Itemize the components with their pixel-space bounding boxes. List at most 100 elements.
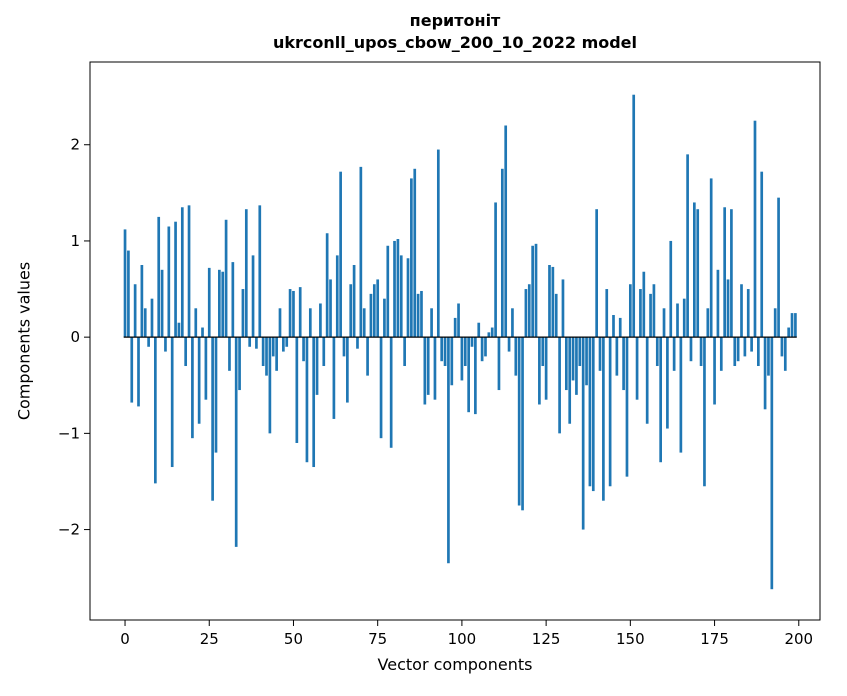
x-axis-label: Vector components xyxy=(377,655,533,674)
bar xyxy=(160,269,164,338)
bar xyxy=(787,327,791,338)
bar xyxy=(457,303,460,338)
bar xyxy=(544,337,548,400)
bar xyxy=(416,293,420,338)
bar xyxy=(366,337,369,376)
bar xyxy=(517,337,521,506)
bar xyxy=(292,290,295,338)
bar xyxy=(403,337,406,367)
bar xyxy=(605,289,609,338)
bar xyxy=(164,337,167,352)
bar xyxy=(709,178,713,338)
bar xyxy=(500,168,504,338)
bar xyxy=(453,317,457,338)
bar xyxy=(612,315,615,338)
bar xyxy=(177,322,181,338)
bar xyxy=(423,337,427,405)
bar xyxy=(211,337,214,501)
bar xyxy=(689,337,693,362)
bar xyxy=(335,255,339,338)
bar xyxy=(527,284,531,338)
bar xyxy=(470,337,474,347)
bar xyxy=(308,308,312,338)
bar xyxy=(123,229,127,338)
bar xyxy=(615,337,619,376)
bar xyxy=(399,255,403,338)
bar xyxy=(305,337,309,463)
bar xyxy=(372,284,376,338)
bar xyxy=(490,327,494,338)
bar xyxy=(433,337,437,400)
bar xyxy=(595,209,598,338)
bar xyxy=(298,287,302,338)
bar xyxy=(450,337,454,386)
bar xyxy=(197,337,201,424)
bar xyxy=(426,337,430,395)
bar xyxy=(214,337,218,453)
bar xyxy=(706,308,710,338)
bar xyxy=(686,154,689,338)
bar xyxy=(602,337,605,501)
x-tick-label: 175 xyxy=(700,630,729,648)
bar xyxy=(258,205,262,338)
bar xyxy=(757,337,760,367)
bar xyxy=(746,289,750,338)
x-tick-label: 100 xyxy=(448,630,477,648)
bar xyxy=(750,337,753,352)
bar xyxy=(406,258,410,338)
bar xyxy=(541,337,545,367)
bar xyxy=(740,284,743,338)
bar xyxy=(319,303,322,338)
bar xyxy=(255,337,258,349)
x-tick-label: 75 xyxy=(368,630,387,648)
bar xyxy=(655,337,659,367)
bar xyxy=(628,284,632,338)
bar xyxy=(679,337,683,453)
bar xyxy=(591,337,595,492)
bar xyxy=(494,202,497,338)
bar xyxy=(662,308,666,338)
bar xyxy=(507,337,511,352)
bar xyxy=(362,308,366,338)
bar xyxy=(504,125,508,338)
bar xyxy=(571,337,575,381)
bar xyxy=(733,337,737,367)
bar xyxy=(460,337,464,381)
bar xyxy=(794,313,797,338)
bar xyxy=(443,337,447,367)
bar xyxy=(140,265,144,338)
bar xyxy=(521,337,524,511)
bar xyxy=(645,337,649,424)
bar xyxy=(487,332,491,338)
bar xyxy=(497,337,501,391)
bar xyxy=(295,337,299,443)
x-tick-label: 25 xyxy=(200,630,219,648)
bar xyxy=(174,221,177,338)
bar xyxy=(180,207,184,338)
bar xyxy=(561,279,565,338)
y-tick-label: −2 xyxy=(58,521,80,539)
bar xyxy=(244,209,248,338)
bar xyxy=(699,337,703,367)
bar xyxy=(760,171,764,338)
bar xyxy=(669,240,673,338)
bar xyxy=(625,337,629,477)
bar xyxy=(554,293,558,338)
bar xyxy=(369,293,373,338)
bar xyxy=(157,216,161,338)
bar xyxy=(642,271,646,338)
axes-spines xyxy=(89,61,821,621)
bar xyxy=(649,293,652,338)
bar xyxy=(568,337,572,424)
bar xyxy=(191,337,194,439)
bar xyxy=(389,337,393,448)
bar xyxy=(218,269,221,338)
bar xyxy=(265,337,268,376)
bar xyxy=(463,337,467,367)
bar xyxy=(558,337,561,434)
bar xyxy=(329,279,332,338)
bar xyxy=(723,207,727,338)
bar xyxy=(315,337,319,395)
bar xyxy=(548,265,551,338)
bar xyxy=(538,337,541,405)
